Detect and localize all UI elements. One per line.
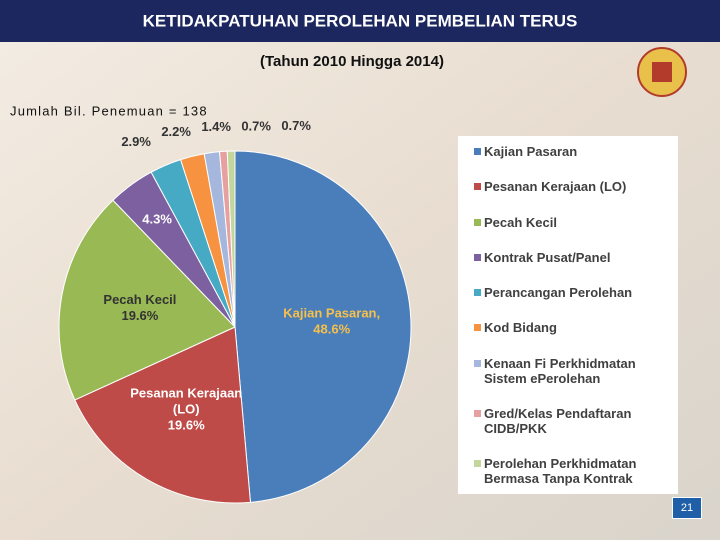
- page-number: 21: [672, 497, 702, 519]
- data-label: Kajian Pasaran, 48.6%: [283, 306, 380, 337]
- data-label: 0.7%: [281, 118, 311, 133]
- legend-label: Pesanan Kerajaan (LO): [484, 179, 627, 195]
- value-label: 1.4%: [201, 119, 231, 134]
- legend-swatch: [474, 218, 481, 226]
- data-label: 4.3%: [142, 212, 172, 227]
- value-label: 19.6%: [168, 418, 205, 433]
- legend-label: Kenaan Fi Perkhidmatan Sistem ePerolehan: [484, 355, 636, 386]
- legend-swatch: [474, 324, 481, 332]
- pie-slice: [58, 199, 236, 401]
- pie-slice: [234, 150, 412, 503]
- legend: Kajian Pasaran Pesanan Kerajaan (LO) Pecah…: [458, 136, 678, 494]
- chart-subtitle: (Tahun 2010 Hingga 2014): [260, 53, 444, 70]
- legend-swatch: [474, 183, 481, 191]
- value-label: 2.2%: [161, 124, 191, 139]
- legend-label: Kod Bidang: [484, 320, 557, 336]
- legend-item: Perancangan Perolehan: [474, 285, 670, 300]
- legend-label: Kajian Pasaran: [484, 144, 578, 159]
- legend-item: Kontrak Pusat/Panel: [474, 249, 670, 265]
- data-label: 1.4%: [201, 119, 231, 134]
- legend-item: Gred/Kelas Pendaftaran CIDB/PKK: [474, 405, 670, 436]
- crest: [637, 47, 687, 97]
- value-label: 0.7%: [241, 119, 271, 134]
- legend-swatch: [474, 289, 481, 296]
- data-label: Pecah Kecil 19.6%: [103, 292, 176, 323]
- value-label: 2.9%: [121, 135, 151, 150]
- slice-name: (LO): [173, 402, 200, 417]
- data-label: Pesanan Kerajaan (LO) 19.6%: [130, 386, 242, 433]
- chart-title: KETIDAKPATUHAN PEROLEHAN PEMBELIAN TERUS: [143, 11, 578, 30]
- slice-name: Pecah Kecil: [103, 292, 176, 307]
- legend-swatch: [474, 409, 481, 417]
- value-label: 19.6%: [121, 308, 158, 323]
- legend-label: Perolehan Perkhidmatan Bermasa Tanpa Kon…: [484, 456, 637, 486]
- legend-item: Perolehan Perkhidmatan Bermasa Tanpa Kon…: [474, 456, 670, 486]
- slice-name: Pesanan Kerajaan: [130, 386, 242, 401]
- legend-swatch: [474, 460, 481, 467]
- value-label: 0.7%: [281, 118, 311, 133]
- data-label: 0.7%: [241, 119, 271, 134]
- data-label: 2.2%: [161, 124, 191, 139]
- legend-item: Kod Bidang: [474, 320, 670, 336]
- legend-label: Perancangan Perolehan: [484, 285, 633, 300]
- legend-swatch: [474, 253, 481, 261]
- legend-label: Pecah Kecil: [484, 214, 557, 230]
- legend-label: Kontrak Pusat/Panel: [484, 249, 611, 265]
- value-label: 48.6%: [313, 322, 350, 337]
- data-label: 2.9%: [121, 135, 151, 150]
- legend-item: Kenaan Fi Perkhidmatan Sistem ePerolehan: [474, 355, 670, 386]
- title-bar: [0, 0, 720, 42]
- legend-label: Gred/Kelas Pendaftaran CIDB/PKK: [484, 405, 632, 436]
- value-label: 4.3%: [142, 212, 172, 227]
- pie-slice: [74, 326, 252, 504]
- legend-item: Pesanan Kerajaan (LO): [474, 179, 670, 195]
- legend-swatch: [474, 148, 481, 155]
- legend-swatch: [474, 359, 481, 367]
- pie-slice: [226, 150, 236, 328]
- legend-item: Pecah Kecil: [474, 214, 670, 230]
- legend-item: Kajian Pasaran: [474, 144, 670, 159]
- annotation: Jumlah Bil. Penemuan = 138: [10, 103, 208, 118]
- slice-name: Kajian Pasaran,: [283, 306, 380, 321]
